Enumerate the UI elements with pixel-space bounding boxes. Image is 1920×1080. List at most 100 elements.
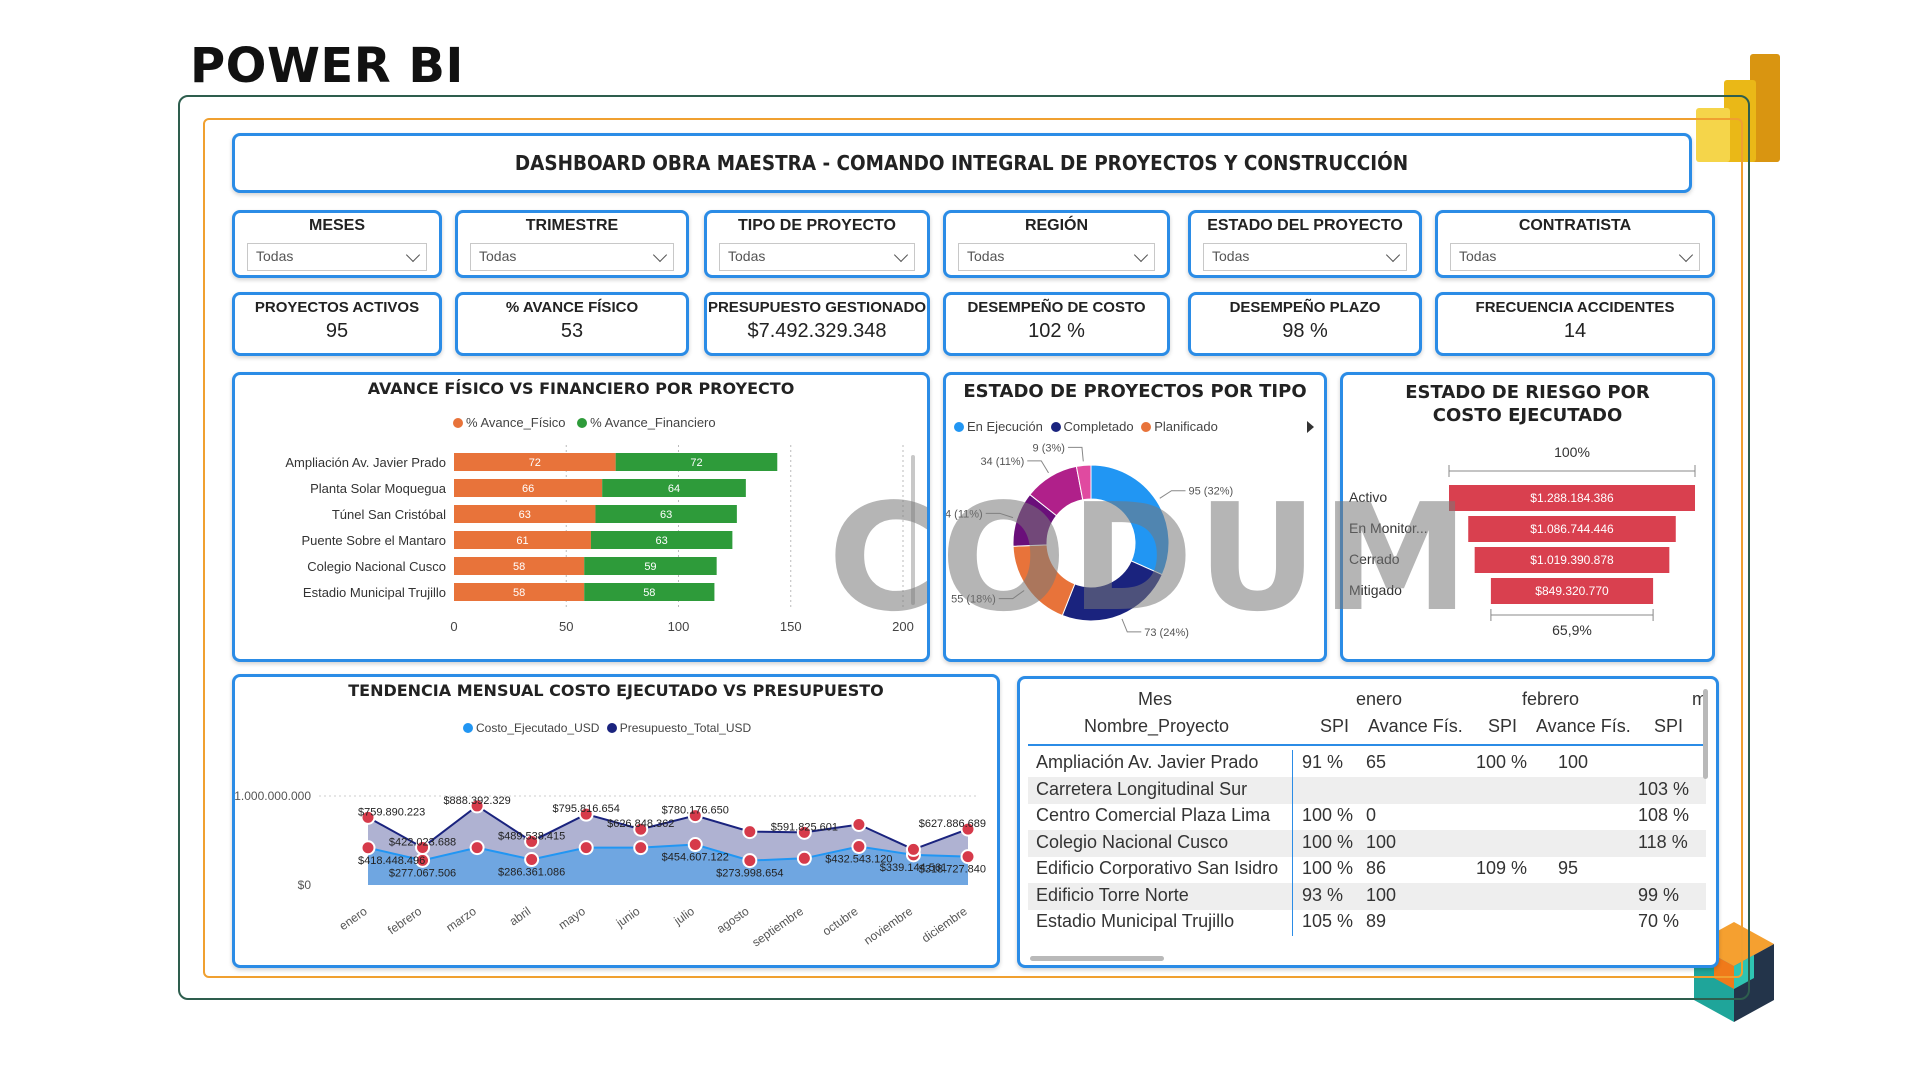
slicer-value: Todas (967, 248, 1005, 264)
bar (590, 531, 733, 549)
table-cell: 65 (1366, 752, 1387, 772)
table-cell: 118 % (1638, 831, 1688, 852)
bar-value-label: 63 (656, 535, 668, 547)
legend-dot (954, 422, 964, 432)
x-tick-label: abril (507, 904, 534, 928)
legend-label: Presupuesto_Total_USD (619, 721, 752, 735)
kpi-value: 95 (325, 320, 349, 342)
slicer-label: TIPO DE PROYECTO (738, 217, 896, 234)
data-point-marker (469, 840, 485, 856)
data-label: $489.538.415 (498, 830, 565, 842)
bar (454, 479, 603, 497)
table-row[interactable]: Estadio Municipal Trujillo 105 % 89 70 % (1028, 909, 1706, 936)
slicer-estado-del-proyecto: ESTADO DEL PROYECTO Todas (1188, 210, 1422, 278)
table-cell: 0 (1366, 805, 1377, 825)
slicer-tipo-de-proyecto: TIPO DE PROYECTO Todas (704, 210, 930, 278)
table-row[interactable]: Centro Comercial Plaza Lima 100 % 0 108 % (1028, 803, 1706, 830)
matrix-header-cell: Mes (1138, 689, 1173, 709)
chevron-down-icon (405, 247, 421, 263)
table-cell-name: Edificio Torre Norte (1036, 884, 1189, 905)
table-row[interactable]: Carretera Longitudinal Sur 103 % (1028, 776, 1706, 804)
bar (584, 557, 717, 575)
horizontal-scrollbar[interactable] (1030, 956, 1164, 961)
slicer-dropdown-meses[interactable]: Todas (247, 243, 427, 271)
data-point-marker (633, 840, 649, 856)
x-tick-label: marzo (443, 904, 479, 935)
table-cell: 89 (1366, 911, 1387, 931)
slicer-value: Todas (479, 248, 517, 264)
matrix-header-cell: SPI (1654, 716, 1684, 736)
column-separator (1292, 829, 1293, 857)
table-row[interactable]: Edificio Corporativo San Isidro 100 % 86 10… (1028, 856, 1706, 883)
bar-value-label: 72 (529, 457, 541, 469)
data-label: $286.361.086 (498, 867, 565, 879)
table-row[interactable]: Ampliación Av. Javier Prado 91 % 65 100 % 10… (1028, 750, 1706, 777)
y-tick-label: $0 (298, 878, 312, 892)
slicer-dropdown-contratista[interactable]: Todas (1450, 243, 1700, 271)
table-cell: 86 (1366, 858, 1387, 878)
x-tick-label: junio (613, 904, 643, 931)
legend-label: Planificado (1154, 419, 1218, 434)
bar-value-label: 58 (513, 587, 525, 599)
bar (454, 531, 591, 549)
table-cell: 105 % (1302, 911, 1354, 931)
x-tick-label: febrero (385, 904, 424, 937)
donut-slice-label: 34 (11%) (946, 508, 983, 520)
donut-slice-label: 95 (32%) (1189, 486, 1234, 498)
slicer-dropdown-region[interactable]: Todas (958, 243, 1155, 271)
category-label: Puente Sobre el Mantaro (301, 533, 446, 548)
matrix-header-cell: Nombre_Proyecto (1084, 716, 1230, 736)
data-label: $432.543.120 (825, 854, 892, 866)
y-tick-label: $1.000.000.000 (235, 789, 311, 803)
legend-next-arrow-icon[interactable] (1307, 421, 1314, 433)
table-cell-name: Estadio Municipal Trujillo (1036, 911, 1235, 931)
table-row[interactable]: Colegio Nacional Cusco 100 % 100 118 % (1028, 829, 1706, 857)
category-label: Colegio Nacional Cusco (307, 559, 446, 574)
x-tick-label: 0 (450, 619, 457, 634)
kpi-desempeno-plazo: DESEMPEÑO PLAZO 98 % (1188, 292, 1422, 356)
data-label: $591.825.601 (771, 821, 838, 833)
funnel-value-label: $1.086.744.446 (1530, 522, 1614, 536)
table-row[interactable]: Edificio Torre Norte 93 % 100 99 % (1028, 882, 1706, 910)
data-point-marker (960, 849, 976, 865)
vertical-scrollbar[interactable] (1703, 689, 1708, 779)
column-separator (1292, 803, 1293, 830)
slicer-trimestre: TRIMESTRE Todas (455, 210, 689, 278)
data-label: $318.727.840 (919, 864, 986, 876)
slicer-dropdown-trimestre[interactable]: Todas (470, 243, 674, 271)
data-label: $888.392.329 (443, 795, 510, 807)
chart-legend: Costo_Ejecutado_USD Presupuesto_Total_US… (455, 721, 751, 735)
bar (595, 505, 737, 523)
table-cell: 100 (1558, 752, 1589, 772)
legend-dot (1141, 422, 1152, 432)
data-label: $627.886.689 (919, 818, 986, 830)
bar (454, 557, 585, 575)
chevron-down-icon (893, 247, 909, 263)
data-point-marker (633, 821, 649, 837)
matrix-header-cell: SPI (1488, 716, 1518, 736)
matrix-table-card: Mes enero febrero m Nombre_Proyecto SPI … (1017, 676, 1719, 968)
area-chart-svg: $1.000.000.000 $0 $759.890.223 $418.448.496… (235, 789, 986, 950)
legend-dot (1050, 422, 1061, 432)
chart-title: ESTADO DE RIESGO POR COSTO EJECUTADO (1405, 382, 1650, 426)
data-label: $339.144.561 (880, 862, 947, 874)
data-label: $422.023.688 (389, 836, 456, 848)
matrix-header-cell: febrero (1522, 689, 1580, 709)
data-point-marker (578, 806, 594, 822)
bar-value-label: 59 (644, 561, 656, 573)
chart-estado-card: ESTADO DE PROYECTOS POR TIPO En Ejecució… (943, 372, 1327, 662)
data-point-marker (796, 850, 812, 866)
chart-legend: % Avance_Físico % Avance_Financiero (445, 415, 716, 430)
table-cell-name: Centro Comercial Plaza Lima (1036, 805, 1271, 825)
table-cell-name: Carretera Longitudinal Sur (1036, 778, 1248, 799)
table-cell: 100 % (1302, 858, 1354, 878)
donut-slice (1090, 464, 1170, 576)
table-cell: 103 % (1638, 778, 1690, 799)
kpi-label: DESEMPEÑO PLAZO (1229, 299, 1381, 316)
kpi-presupuesto-gestionado: PRESUPUESTO GESTIONADO $7.492.329.348 (704, 292, 930, 356)
column-separator (1292, 776, 1293, 804)
slicer-dropdown-tipo[interactable]: Todas (719, 243, 915, 271)
x-tick-label: 100 (668, 619, 690, 634)
slicer-dropdown-estado[interactable]: Todas (1203, 243, 1407, 271)
category-label: Estadio Municipal Trujillo (303, 585, 446, 600)
